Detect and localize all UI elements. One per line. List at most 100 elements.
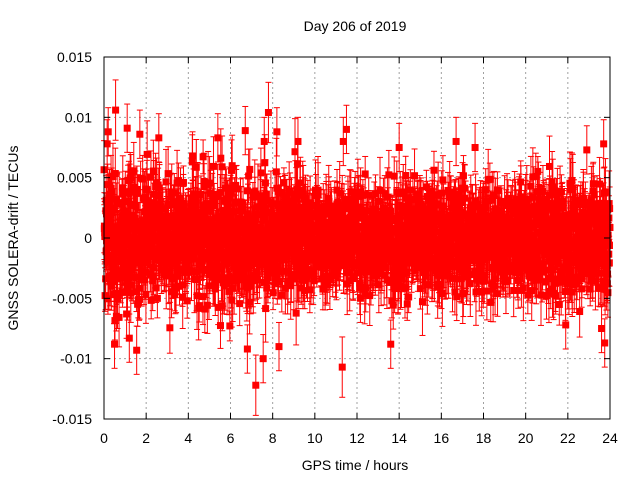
data-point [274,262,282,270]
data-point [227,184,235,192]
data-point [271,200,279,208]
data-point [103,225,111,233]
data-point [299,276,307,284]
data-point [259,199,267,207]
data-point [152,284,160,292]
data-point [120,211,128,219]
data-point [121,238,129,246]
data-point [107,276,115,284]
data-point [229,284,237,292]
data-point [278,291,286,299]
data-point [203,301,211,309]
data-point [134,189,142,197]
data-point [147,173,155,181]
data-point [199,153,207,161]
data-point [133,185,141,193]
data-point [216,322,224,330]
data-point [179,253,187,261]
data-point [216,188,224,196]
data-point [153,294,161,302]
y-axis-label: GNSS SOLERA-drift / TECUs [5,146,21,331]
data-point [127,289,135,297]
data-point [135,225,143,233]
data-point [291,148,299,156]
data-point [226,212,234,220]
data-point [256,192,264,200]
data-point [233,185,241,193]
data-point [124,259,132,267]
data-point [257,169,265,177]
data-point [245,172,253,180]
data-point [199,293,207,301]
data-point [326,274,334,282]
data-point [228,162,236,170]
x-axis-label: GPS time / hours [302,457,409,473]
data-point [229,208,237,216]
data-point [182,208,190,216]
data-point [325,197,333,205]
data-point [132,203,140,211]
data-point [143,186,151,194]
data-point [301,287,309,295]
data-point [314,191,322,199]
data-point [228,166,236,174]
data-point [110,206,118,214]
data-point [249,193,257,201]
data-point [263,284,271,292]
data-point [246,298,254,306]
data-point [308,201,316,209]
data-point [173,260,181,268]
data-point [239,203,247,211]
chart-title: Day 206 of 2019 [304,18,407,34]
data-point [322,281,330,289]
data-point [223,280,231,288]
data-point [113,195,121,203]
data-point [105,194,113,202]
data-point [134,300,142,308]
data-point [115,313,123,321]
data-point [310,277,318,285]
data-point [283,253,291,261]
data-point [164,218,172,226]
data-point [192,195,200,203]
data-point [193,292,201,300]
data-point [280,179,288,187]
data-point [261,179,269,187]
data-point [209,202,217,210]
data-point [122,233,130,241]
data-point [107,282,115,290]
data-point [236,300,244,308]
data-point [195,302,203,310]
data-point [179,293,187,301]
data-point [261,159,269,167]
data-point [334,198,342,206]
data-point [299,186,307,194]
data-point [118,267,126,275]
data-point [278,213,286,221]
data-point [272,168,280,176]
data-point [211,285,219,293]
data-point [183,297,191,305]
data-point [206,251,214,259]
data-point [139,175,147,183]
data-point [206,179,214,187]
data-point [200,183,208,191]
data-point [106,272,114,280]
data-point [260,278,268,286]
data-point [217,154,225,162]
data-point [109,225,117,233]
data-point [156,191,164,199]
data-point [213,269,221,277]
data-point [228,296,236,304]
data-point [303,258,311,266]
data-point [327,202,335,210]
data-point [104,181,112,189]
data-point [218,163,226,171]
data-point [296,179,304,187]
data-point [189,254,197,262]
data-point [233,277,241,285]
data-point [247,281,255,289]
data-point [287,270,295,278]
data-point [226,322,234,330]
data-point [162,178,170,186]
